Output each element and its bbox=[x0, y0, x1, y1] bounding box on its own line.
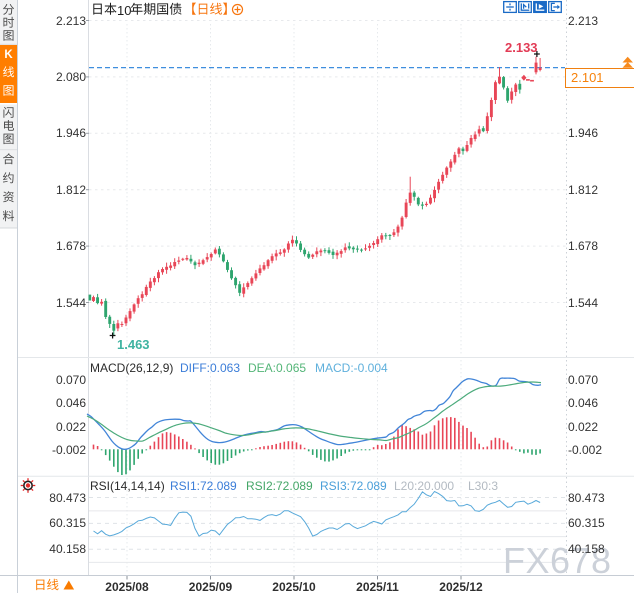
svg-text:K: K bbox=[4, 49, 13, 61]
